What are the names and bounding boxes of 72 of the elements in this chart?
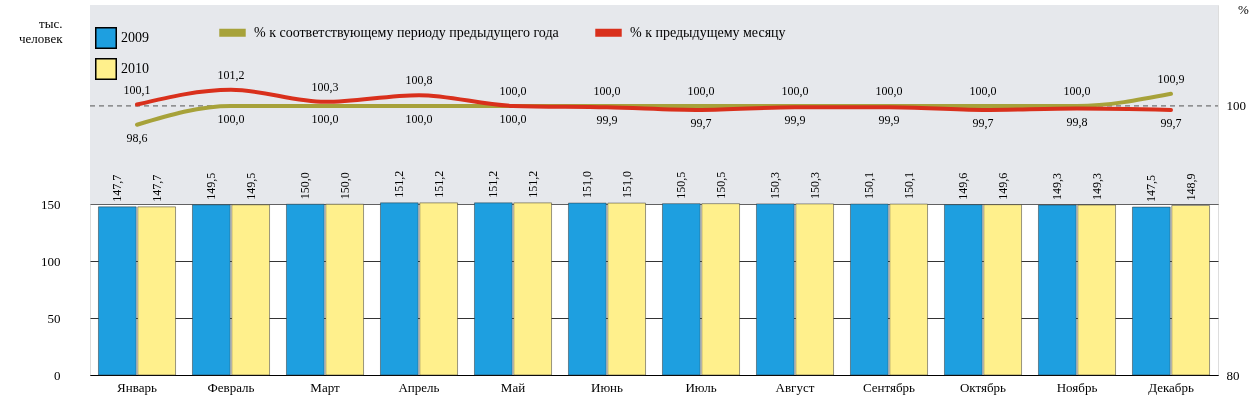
y2-axis-title: % (1238, 1, 1250, 17)
y-tick-label: 50 (47, 310, 61, 326)
data-label: 151,2 (431, 170, 446, 198)
data-label: 100,0 (405, 111, 433, 126)
data-label: 150,1 (901, 172, 916, 200)
data-label: 100,8 (405, 73, 433, 88)
data-label: 99,7 (972, 115, 994, 130)
x-tick-label: Апрель (398, 379, 440, 395)
y-axis-title: тыс. человек (19, 15, 64, 46)
data-label: 151,2 (486, 170, 501, 198)
data-label: 150,5 (674, 171, 689, 199)
data-label: 150,1 (862, 172, 877, 200)
y2-tick-label: 100 (1226, 98, 1246, 114)
data-label: 99,9 (784, 113, 806, 128)
x-tick-label: Февраль (207, 379, 255, 395)
data-label: 100,0 (969, 83, 997, 98)
data-label: 100,0 (593, 83, 621, 98)
data-label: 99,7 (1160, 115, 1182, 130)
legend-label: 2010 (121, 61, 149, 76)
data-label: 100,0 (499, 111, 527, 126)
data-label: 100,0 (499, 83, 527, 98)
data-label: 150,3 (807, 171, 822, 199)
data-label: 149,6 (956, 172, 971, 200)
data-label: 101,2 (217, 67, 245, 82)
y-tick-label: 0 (54, 367, 61, 383)
data-label: 147,7 (110, 174, 125, 202)
data-label: 151,0 (619, 171, 634, 199)
data-label: 147,7 (149, 174, 164, 202)
legend-label: % к предыдущему месяцу (630, 24, 786, 40)
data-label: 100,0 (217, 111, 245, 126)
data-label: 99,7 (690, 115, 712, 130)
data-label: 151,2 (392, 170, 407, 198)
data-label: 150,5 (713, 171, 728, 199)
x-tick-label: Май (500, 379, 526, 395)
y-tick-label: 150 (41, 196, 61, 212)
data-label: 100,1 (123, 82, 151, 97)
data-label: 149,5 (204, 172, 219, 200)
y-tick-label: 100 (41, 253, 61, 269)
data-label: 100,0 (687, 83, 715, 98)
x-tick-label: Март (310, 379, 340, 395)
x-tick-label: Январь (117, 379, 157, 395)
data-label: 100,0 (875, 83, 903, 98)
x-tick-label: Декабрь (1148, 379, 1194, 395)
data-label: 100,0 (311, 111, 339, 126)
x-tick-label: Июнь (591, 379, 624, 395)
data-label: 99,8 (1066, 114, 1088, 129)
data-label: 149,6 (995, 172, 1010, 200)
data-label: 99,9 (878, 113, 900, 128)
x-tick-label: Август (775, 379, 815, 395)
data-label: 149,5 (243, 172, 258, 200)
data-label: 150,0 (337, 172, 352, 200)
data-label: 100,0 (1063, 83, 1091, 98)
x-tick-label: Ноябрь (1056, 379, 1098, 395)
legend-label: % к соответствующему периоду предыдущего года (254, 24, 560, 40)
data-label: 151,2 (525, 170, 540, 198)
data-label: 149,3 (1050, 173, 1065, 201)
x-tick-label: Июль (685, 379, 717, 395)
data-label: 98,6 (126, 130, 148, 145)
x-tick-label: Октябрь (959, 379, 1007, 395)
data-label: 147,5 (1144, 175, 1159, 203)
data-label: 99,9 (596, 113, 618, 128)
data-label: 100,3 (311, 79, 339, 94)
data-label: 149,3 (1089, 173, 1104, 201)
x-tick-label: Сентябрь (862, 379, 916, 395)
data-label: 150,3 (768, 171, 783, 199)
data-label: 100,0 (781, 83, 809, 98)
data-label: 151,0 (580, 171, 595, 199)
data-label: 148,9 (1183, 173, 1198, 201)
y2-tick-label: 80 (1226, 367, 1240, 383)
data-label: 100,9 (1157, 71, 1185, 86)
data-label: 150,0 (298, 172, 313, 200)
legend-label: 2009 (121, 30, 149, 45)
